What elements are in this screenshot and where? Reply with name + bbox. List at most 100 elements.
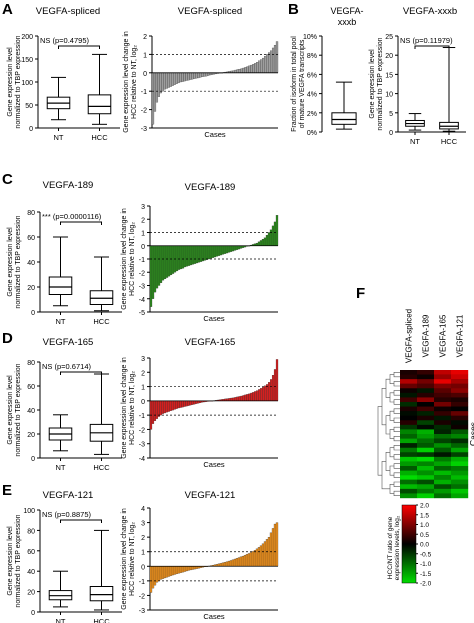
colorbar-tick-label: 1.0 <box>420 522 429 529</box>
bar <box>157 245 161 286</box>
heatmap-cell <box>417 424 435 430</box>
significance-label: NS (p=0.11979) <box>400 36 453 45</box>
y-axis-label: normalized to TBP expression <box>15 514 22 607</box>
heatmap-cell <box>400 392 418 398</box>
bar <box>185 245 189 267</box>
heatmap-cell <box>451 438 469 444</box>
heatmap-cell <box>434 461 452 467</box>
dendrogram-branch <box>393 390 400 396</box>
y-axis-label: Gene expression level change in <box>123 31 130 133</box>
bar <box>233 558 237 567</box>
bar <box>255 548 259 567</box>
bar <box>244 394 247 401</box>
bar <box>165 72 168 89</box>
heatmap-cell <box>417 411 435 416</box>
heatmap-cell <box>400 415 418 421</box>
colorbar-tick-label: 0.5 <box>420 532 429 539</box>
bar <box>209 245 213 259</box>
box-hcc: HCC <box>89 529 114 623</box>
bar <box>269 532 273 567</box>
bar <box>155 566 159 583</box>
heatmap-cell <box>434 415 452 421</box>
bar <box>268 52 271 73</box>
heatmap-cell <box>451 388 469 394</box>
y-tick-label: 0 <box>389 130 393 137</box>
bar <box>169 72 172 87</box>
bar <box>239 556 243 567</box>
bar <box>262 57 265 73</box>
bar <box>169 566 173 576</box>
bar <box>273 45 277 73</box>
bar <box>165 245 169 278</box>
heatmap-cell <box>434 493 452 499</box>
heatmap-cell <box>451 424 469 430</box>
heatmap-cell <box>400 447 418 453</box>
bar <box>227 560 231 567</box>
bar <box>183 400 186 407</box>
y-tick-label: 10% <box>303 34 317 41</box>
y-axis-label: normalized to TBP expression <box>15 35 22 128</box>
bar <box>183 566 187 572</box>
waterfall-a-bar: VEGFA-spliced -3 -2 -1 0 1 2 Gene expression le… <box>123 6 279 139</box>
heatmap-cell <box>451 452 469 458</box>
bar <box>264 385 267 401</box>
chart-title: VEGFA-189 <box>185 182 236 193</box>
bar <box>234 397 237 401</box>
bar <box>246 394 249 401</box>
bar <box>252 64 255 73</box>
bar <box>273 221 277 246</box>
y-axis-label: HCC relative to NT, log₂ <box>129 371 136 445</box>
heatmap-cell <box>434 479 452 485</box>
bar <box>217 245 221 256</box>
heatmap-cell <box>434 447 452 453</box>
y-axis-label: Gene expression level <box>369 49 376 119</box>
bar <box>237 557 241 567</box>
y-tick-label: 0 <box>143 71 147 78</box>
heatmap-cell <box>417 479 435 485</box>
x-category-label: HCC <box>93 617 110 623</box>
box-plot-c-box: VEGFA-189 0 20 40 60 80 Gene expression level n… <box>7 180 122 326</box>
significance-bracket <box>58 45 100 49</box>
bar <box>271 375 275 401</box>
y-tick-label: 2 <box>141 535 145 542</box>
bar <box>260 59 263 73</box>
dendrogram-branch <box>393 399 400 405</box>
panel-label-f: F <box>356 285 365 302</box>
dendrogram-branch <box>389 447 394 458</box>
heatmap-cell <box>451 397 469 403</box>
dendrogram-branch <box>393 417 400 423</box>
bar <box>181 566 185 573</box>
x-axis-label: Cases <box>203 612 225 621</box>
bar <box>173 72 176 85</box>
heatmap-cell <box>400 420 418 426</box>
bar <box>191 400 194 405</box>
bar <box>229 560 233 567</box>
bar <box>223 562 227 567</box>
bar <box>254 63 257 73</box>
significance-bracket <box>60 221 102 225</box>
y-tick-label: 60 <box>27 235 35 242</box>
bar <box>246 66 249 73</box>
heatmap-cell <box>417 420 435 426</box>
y-tick-label: 8% <box>307 53 317 60</box>
significance-label: *** (p=0.0000116) <box>42 212 102 221</box>
dendrogram-branch <box>393 481 400 487</box>
box-iqr <box>89 586 114 602</box>
heatmap-cell <box>400 466 418 471</box>
bar <box>161 566 165 579</box>
heatmap-cell <box>451 434 469 439</box>
heatmap-cell <box>434 392 452 398</box>
bar <box>248 65 251 73</box>
bar <box>177 245 181 270</box>
heatmap-cell <box>400 479 418 485</box>
y-axis-label: normalized to TBP expression <box>15 215 22 308</box>
y-axis-label: normalized to TBP expression <box>377 37 384 130</box>
bar <box>259 545 263 567</box>
bar <box>189 400 192 406</box>
heatmap-column-label: VEGFA-121 <box>456 314 465 357</box>
bar <box>175 400 178 409</box>
bar <box>159 72 162 94</box>
bar <box>165 400 168 413</box>
heatmap-cell <box>434 452 452 458</box>
heatmap-cell <box>434 420 452 426</box>
